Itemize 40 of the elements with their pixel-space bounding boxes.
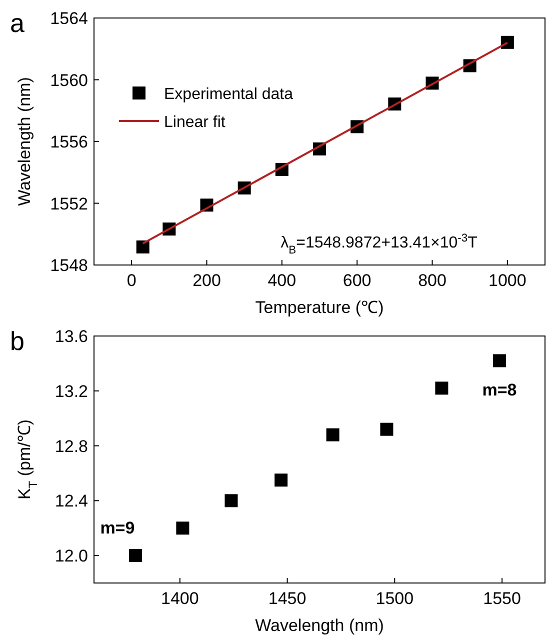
x-tick-label: 1550 bbox=[483, 589, 521, 608]
y-tick-label: 1564 bbox=[50, 9, 88, 28]
point bbox=[326, 428, 340, 442]
x-tick-label: 0 bbox=[126, 271, 136, 290]
y-tick-label: 12.4 bbox=[54, 492, 88, 511]
y-tick-label: 1560 bbox=[50, 70, 88, 90]
x-axis-title: Wavelength (nm) bbox=[255, 616, 384, 635]
x-tick-label: 800 bbox=[418, 271, 446, 290]
y-tick-label: 12.0 bbox=[54, 546, 88, 566]
x-tick-label: 200 bbox=[192, 271, 221, 290]
x-tick-label: 1500 bbox=[376, 589, 414, 608]
x-tick-label: 1450 bbox=[268, 589, 306, 608]
annotation: m=8 bbox=[482, 380, 517, 400]
point bbox=[128, 549, 142, 562]
point bbox=[274, 474, 288, 487]
point bbox=[136, 240, 150, 254]
legend-label: Linear fit bbox=[164, 114, 226, 131]
point bbox=[435, 382, 448, 395]
y-tick-label: 13.6 bbox=[54, 327, 88, 346]
point bbox=[176, 522, 190, 535]
y-tick-label: 1556 bbox=[50, 132, 88, 152]
x-tick-label: 1400 bbox=[160, 589, 199, 608]
x-axis-title: Temperature (℃) bbox=[255, 298, 384, 317]
x-tick-label: 400 bbox=[268, 271, 296, 290]
annotation: m=9 bbox=[100, 518, 135, 538]
annotation: λ$_{B}$=1548.9872+13.41×10$^{-3}$T bbox=[280, 232, 478, 257]
chart-title: a bbox=[10, 8, 25, 38]
point bbox=[492, 354, 506, 368]
point bbox=[380, 422, 394, 436]
chart-title: b bbox=[10, 326, 24, 356]
y-tick-label: 12.8 bbox=[54, 436, 88, 456]
x-tick-label: 1000 bbox=[488, 271, 526, 290]
x-tick-label: 600 bbox=[342, 271, 372, 290]
point bbox=[224, 494, 238, 508]
y-tick-label: 1552 bbox=[50, 194, 88, 214]
point bbox=[500, 36, 514, 49]
y-axis-title: Wavelength (nm) bbox=[15, 77, 34, 206]
y-tick-label: 13.2 bbox=[54, 382, 88, 401]
y-tick-label: 1548 bbox=[50, 256, 88, 275]
legend-label: Experimental data bbox=[164, 86, 294, 103]
